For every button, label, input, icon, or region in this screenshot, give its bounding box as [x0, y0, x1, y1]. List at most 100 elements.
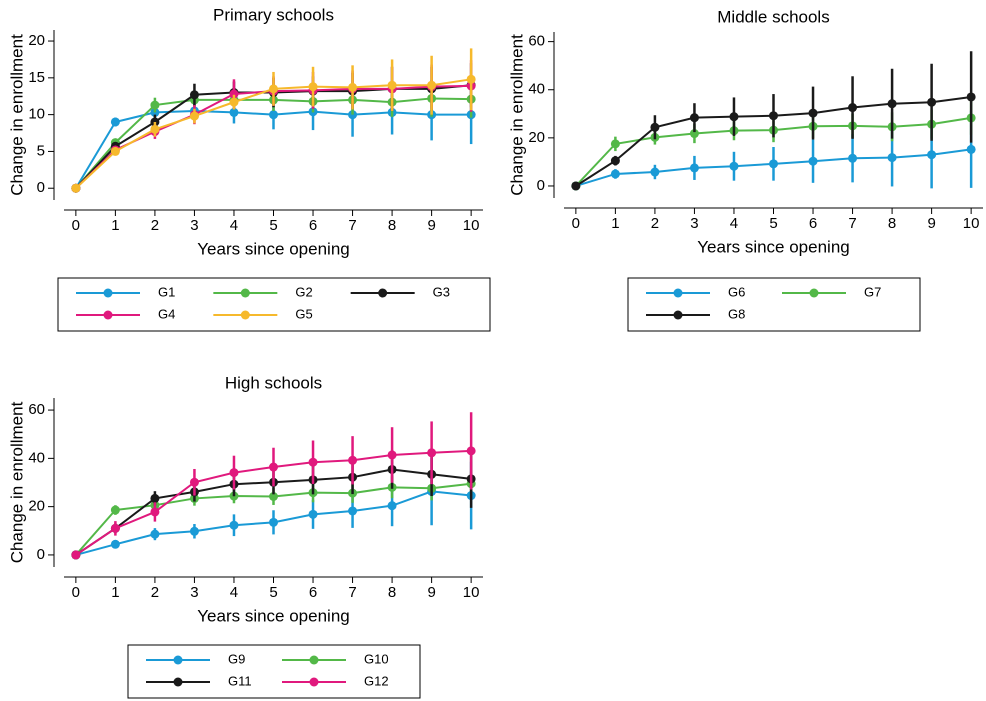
data-point — [610, 169, 620, 179]
x-tick-label: 9 — [927, 215, 935, 232]
series — [71, 412, 476, 560]
data-point — [689, 113, 699, 123]
data-point — [308, 457, 318, 467]
data-point — [71, 550, 81, 560]
data-point — [650, 122, 660, 132]
data-point — [769, 159, 778, 169]
data-point — [150, 507, 160, 517]
x-tick-label: 9 — [427, 584, 435, 601]
x-tick-label: 0 — [572, 215, 580, 232]
x-tick-label: 2 — [651, 215, 659, 232]
legend-marker — [809, 288, 819, 298]
data-point — [387, 80, 397, 90]
data-point — [887, 99, 897, 109]
legend-label: G1 — [158, 284, 175, 299]
data-point — [229, 468, 239, 478]
data-point — [269, 84, 278, 94]
chart-title: High schools — [225, 373, 322, 392]
data-point — [466, 74, 476, 84]
legend-label: G2 — [295, 284, 312, 299]
x-tick-label: 10 — [463, 584, 480, 601]
series — [571, 51, 976, 191]
y-tick-label: 10 — [28, 106, 45, 123]
legend-label: G5 — [295, 306, 312, 321]
data-point — [269, 492, 278, 502]
legend-box — [57, 277, 491, 332]
legend-box — [127, 644, 421, 699]
legend-label: G10 — [364, 651, 389, 666]
legend-marker — [378, 288, 388, 298]
data-point — [650, 167, 660, 177]
y-axis-label: Change in enrollment — [7, 401, 26, 563]
data-point — [689, 129, 699, 139]
data-point — [269, 517, 278, 527]
data-point — [729, 161, 739, 171]
chart-title: Primary schools — [213, 5, 334, 24]
data-point — [308, 82, 318, 92]
x-tick-label: 4 — [230, 217, 238, 234]
data-point — [189, 90, 199, 100]
x-tick-label: 1 — [111, 584, 119, 601]
data-point — [229, 107, 239, 117]
data-point — [348, 82, 358, 92]
x-tick-label: 6 — [809, 215, 817, 232]
data-point — [269, 462, 278, 472]
y-tick-label: 15 — [28, 69, 45, 86]
data-point — [229, 89, 239, 99]
legend-label: G3 — [433, 284, 450, 299]
x-tick-label: 8 — [888, 215, 896, 232]
x-tick-label: 1 — [611, 215, 619, 232]
data-point — [966, 144, 976, 154]
data-point — [466, 446, 476, 456]
legend-marker — [240, 310, 250, 320]
legend-marker — [309, 677, 319, 687]
y-tick-label: 20 — [28, 498, 45, 515]
data-point — [229, 97, 239, 107]
x-tick-label: 5 — [769, 215, 777, 232]
data-point — [150, 124, 160, 134]
x-tick-label: 10 — [463, 217, 480, 234]
x-tick-label: 2 — [151, 584, 159, 601]
data-point — [427, 80, 437, 90]
legend-label: G9 — [228, 651, 245, 666]
x-tick-label: 7 — [348, 584, 356, 601]
data-point — [610, 156, 620, 166]
x-tick-label: 7 — [348, 217, 356, 234]
y-axis-label: Change in enrollment — [507, 34, 526, 196]
data-point — [189, 477, 199, 487]
data-point — [689, 163, 699, 173]
x-tick-label: 8 — [388, 217, 396, 234]
y-tick-label: 0 — [537, 177, 545, 194]
legend-label: G4 — [158, 306, 175, 321]
legend-marker — [173, 655, 183, 665]
legend-box — [627, 277, 921, 332]
data-point — [848, 103, 858, 113]
data-point — [348, 455, 358, 465]
x-tick-label: 5 — [269, 584, 277, 601]
x-axis-label: Years since opening — [197, 606, 350, 625]
legend-label: G12 — [364, 673, 389, 688]
legend-label: G8 — [728, 306, 745, 321]
x-tick-label: 5 — [269, 217, 277, 234]
y-tick-label: 20 — [528, 129, 545, 146]
x-tick-label: 8 — [388, 584, 396, 601]
data-point — [150, 529, 160, 539]
x-tick-label: 3 — [190, 584, 198, 601]
x-tick-label: 3 — [690, 215, 698, 232]
legend-marker — [103, 310, 113, 320]
legend-marker — [240, 288, 250, 298]
y-tick-label: 40 — [528, 81, 545, 98]
data-point — [927, 97, 937, 107]
legend-marker — [173, 677, 183, 687]
y-tick-label: 20 — [28, 32, 45, 49]
y-tick-label: 5 — [37, 142, 45, 159]
legend-marker — [103, 288, 113, 298]
data-point — [848, 153, 858, 163]
data-point — [348, 506, 358, 516]
data-point — [387, 501, 397, 511]
x-tick-label: 10 — [963, 215, 980, 232]
legend-marker — [673, 310, 683, 320]
data-point — [571, 181, 581, 191]
data-point — [150, 100, 160, 110]
